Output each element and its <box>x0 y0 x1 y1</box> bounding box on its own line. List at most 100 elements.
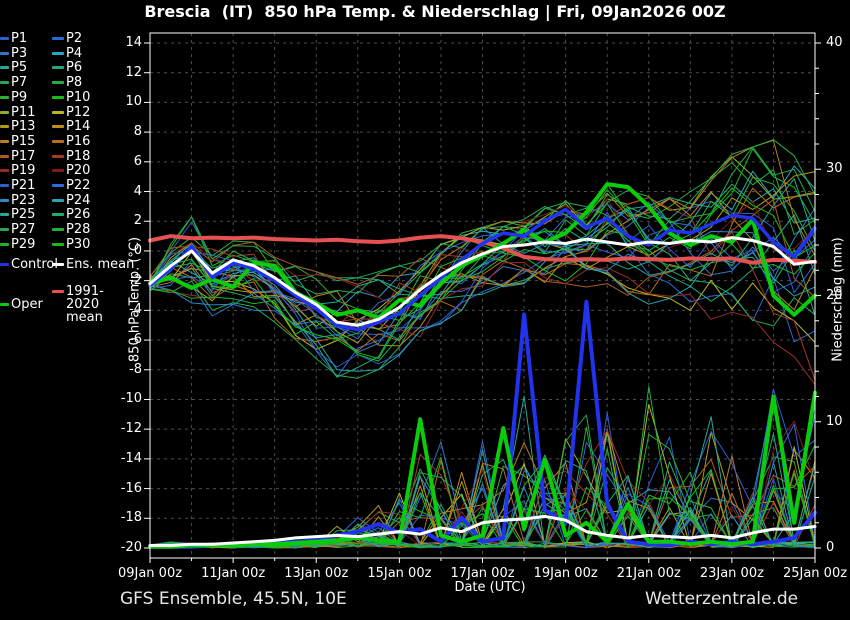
ens-mean-temp-line <box>148 236 817 327</box>
legend-member-p3-swatch <box>0 51 9 55</box>
ensemble-member-temp-line <box>149 206 816 378</box>
x-tick-label: 21Jan 00z <box>616 566 681 581</box>
legend-member-p1-label: P1 <box>11 31 28 46</box>
legend-member-p19-swatch <box>0 169 9 173</box>
right-tick-label: 10 <box>826 413 843 429</box>
legend-member-p17-swatch <box>0 154 9 158</box>
legend-ens-mean-swatch <box>52 263 64 266</box>
legend-member-p18-label: P18 <box>66 148 91 164</box>
right-axis-title: Niederschlag (mm) <box>830 237 846 362</box>
legend-member-p18-swatch <box>52 154 64 158</box>
ensemble-member-precip-line <box>149 444 816 549</box>
chart-title: Brescia (IT) 850 hPa Temp. & Niederschla… <box>144 2 726 21</box>
legend-member-p4-swatch <box>52 51 64 55</box>
ensemble-member-temp-line <box>149 243 816 372</box>
left-tick-label: 12 <box>125 64 142 80</box>
right-tick-label: 0 <box>826 540 835 555</box>
legend-member-p20-swatch <box>52 169 64 173</box>
ensemble-member-temp-line <box>149 191 816 347</box>
legend-member-p19-label: P19 <box>11 163 36 179</box>
legend-member-p3-label: P3 <box>11 45 28 61</box>
ensemble-member-temp-line <box>149 262 816 386</box>
site-caption: Wetterzentrale.de <box>645 589 799 609</box>
left-tick-label: 6 <box>133 153 142 169</box>
left-tick-label: 10 <box>125 94 142 110</box>
left-tick-label: 8 <box>133 124 142 140</box>
left-tick-label: 2 <box>133 213 142 229</box>
right-tick-label: 20 <box>826 287 843 303</box>
legend-member-p15-label: P15 <box>11 133 36 149</box>
legend-member-p23-label: P23 <box>11 192 36 208</box>
legend-member-p22-swatch <box>52 184 64 187</box>
legend-member-p11-label: P11 <box>11 104 36 120</box>
legend-member-p7-swatch <box>0 81 9 85</box>
legend-member-p8-swatch <box>52 81 64 85</box>
legend-member-p11-swatch <box>0 110 9 114</box>
legend-member-p2-swatch <box>52 37 64 40</box>
legend-member-p9-label: P9 <box>11 89 28 105</box>
x-tick-label: 23Jan 00z <box>699 566 764 581</box>
ensemble-member-temp-line <box>149 165 816 312</box>
left-tick-label: 4 <box>133 183 142 199</box>
legend-member-p2-label: P2 <box>66 31 83 46</box>
ensemble-member-temp-line <box>149 202 816 337</box>
left-tick-label: -20 <box>120 540 142 555</box>
legend-member-p8-label: P8 <box>66 75 83 91</box>
model-caption: GFS Ensemble, 45.5N, 10E <box>120 589 347 609</box>
legend-member-p10-label: P10 <box>66 89 91 105</box>
legend-member-p24-label: P24 <box>66 192 91 208</box>
left-tick-label: -12 <box>120 421 142 437</box>
legend-oper-swatch <box>0 303 9 306</box>
legend-member-p5-label: P5 <box>11 60 28 76</box>
x-tick-label: 15Jan 00z <box>367 566 432 581</box>
legend-member-p13-label: P13 <box>11 119 36 135</box>
legend-member-p25-label: P25 <box>11 207 36 223</box>
ensemble-member-temp-line <box>149 213 816 368</box>
ensemble-member-temp-line <box>149 156 816 331</box>
legend-member-p26-swatch <box>52 213 64 217</box>
legend-member-p25-swatch <box>0 213 9 217</box>
ensemble-member-temp-line <box>149 171 816 344</box>
left-tick-label: -8 <box>129 361 142 377</box>
ensemble-member-temp-line <box>149 187 816 352</box>
control-temp-line <box>148 207 817 332</box>
legend-member-p28-swatch <box>52 228 64 232</box>
x-tick-label: 19Jan 00z <box>533 566 598 581</box>
oper-precip-line <box>148 390 817 549</box>
legend-member-p29-label: P29 <box>11 236 36 252</box>
ensemble-member-temp-line <box>149 146 816 295</box>
x-axis-title: Date (UTC) <box>454 580 526 595</box>
legend-member-p22-label: P22 <box>66 178 91 193</box>
legend-member-p17-label: P17 <box>11 148 36 164</box>
legend-member-p13-swatch <box>0 125 9 129</box>
right-tick-label: 30 <box>826 161 843 177</box>
left-axis-title: 850 hPa Temp. (°C) <box>127 236 143 363</box>
left-tick-label: 0 <box>133 242 142 258</box>
legend-oper-label: Oper <box>11 297 43 312</box>
x-tick-label: 17Jan 00z <box>450 566 515 581</box>
legend-member-p29-swatch <box>0 242 9 246</box>
legend-member-p30-label: P30 <box>66 236 91 252</box>
left-tick-label: -14 <box>120 450 142 466</box>
legend-member-p27-label: P27 <box>11 222 36 238</box>
left-tick-label: -18 <box>120 510 142 526</box>
right-tick-label: 40 <box>826 35 843 50</box>
legend-clim-mean-swatch <box>52 290 64 293</box>
left-tick-label: -2 <box>129 272 142 288</box>
legend-member-p16-swatch <box>52 139 64 143</box>
legend-ens-mean-label: Ens. mean <box>66 257 135 272</box>
legend-control-swatch <box>0 263 9 266</box>
legend-clim-mean-label: 1991-2020 mean <box>66 284 104 325</box>
legend-member-p21-label: P21 <box>11 178 36 193</box>
legend: P1 P2 P3 P4 P5 P6 P7 P8 P9 P10 P11 P12 P13 P14 P15 P16 P… <box>0 0 135 330</box>
ensemble-member-temp-line <box>149 208 816 353</box>
legend-member-p9-swatch <box>0 95 9 99</box>
x-tick-label: 11Jan 00z <box>201 566 266 581</box>
legend-member-p16-label: P16 <box>66 133 91 149</box>
legend-member-p7-label: P7 <box>11 75 28 91</box>
x-tick-label: 13Jan 00z <box>284 566 349 581</box>
legend-member-p24-swatch <box>52 198 64 202</box>
legend-member-p14-swatch <box>52 125 64 129</box>
ens-mean-precip-line <box>148 514 817 547</box>
